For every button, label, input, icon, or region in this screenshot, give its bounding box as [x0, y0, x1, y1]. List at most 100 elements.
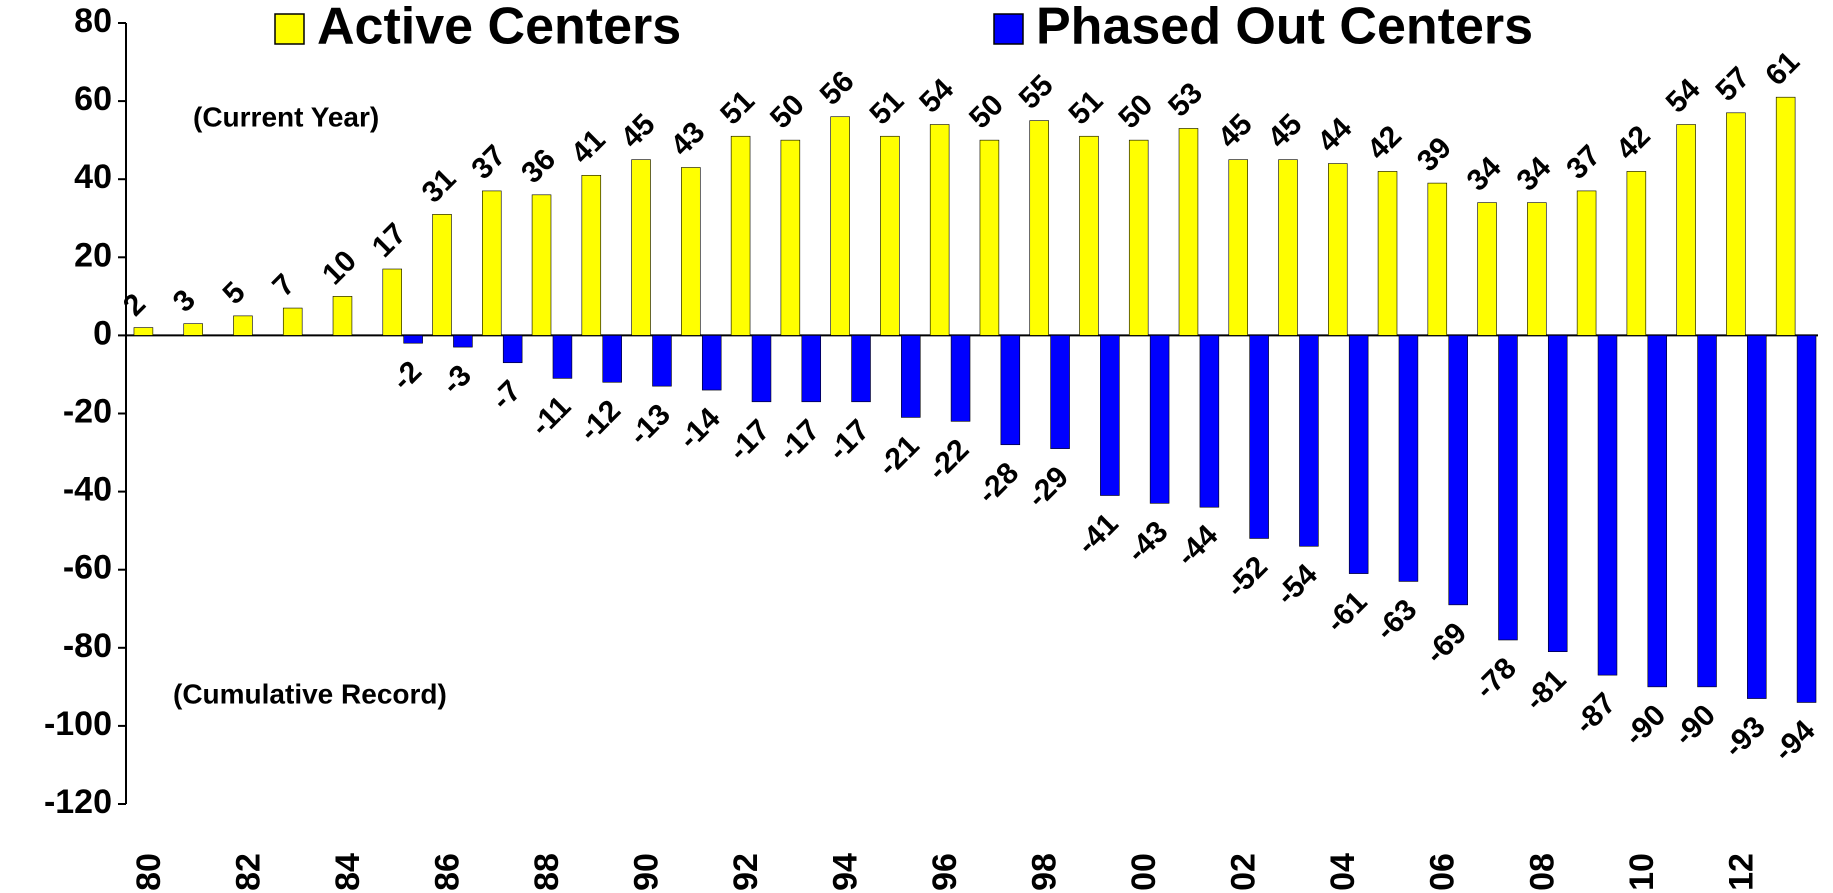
value-label: -93: [1718, 710, 1772, 764]
value-label: 41: [565, 123, 612, 170]
bar: [751, 335, 772, 403]
bar: [929, 124, 950, 336]
y-tick-label: 20: [74, 236, 112, 274]
bar: [403, 335, 423, 344]
value-label: -44: [1170, 519, 1224, 573]
bar: [652, 335, 672, 387]
value-label: 7: [266, 268, 301, 303]
bar: [1796, 335, 1817, 703]
value-label: 10: [316, 244, 363, 291]
value-label: -22: [922, 433, 976, 487]
x-tick-label: 10: [1623, 853, 1661, 891]
value-label: 42: [1610, 119, 1657, 166]
bar: [1128, 139, 1149, 336]
annotation: (Current Year): [193, 101, 379, 132]
bar: [1775, 96, 1796, 336]
legend-swatch: [993, 13, 1024, 45]
bar: [1000, 335, 1021, 446]
bar: [531, 194, 552, 336]
bar: [1278, 159, 1298, 336]
value-label: 51: [714, 84, 761, 131]
value-label: -21: [872, 429, 926, 483]
bar: [1547, 335, 1568, 653]
value-label: -7: [485, 374, 527, 416]
value-label: 54: [913, 72, 960, 119]
value-label: -17: [722, 413, 776, 467]
bar: [1199, 335, 1220, 508]
bar: [602, 335, 622, 383]
bar: [1477, 202, 1497, 336]
x-tick-label: 08: [1523, 853, 1561, 891]
value-label: 50: [963, 88, 1010, 135]
y-tick-label: 80: [74, 2, 112, 40]
bar: [830, 116, 850, 336]
x-tick-label: 80: [130, 853, 168, 891]
bar: [1427, 182, 1448, 336]
bar: [950, 335, 971, 422]
value-label: 5: [217, 276, 252, 311]
bar: [1527, 202, 1547, 336]
bar: [1348, 335, 1369, 574]
value-label: 50: [1112, 88, 1159, 135]
value-label: -52: [1220, 550, 1274, 604]
legend-label: Active Centers: [317, 0, 681, 56]
bar: [1697, 335, 1717, 688]
bar: [1626, 171, 1647, 336]
value-label: 51: [1063, 84, 1110, 131]
legend-swatch: [274, 13, 305, 45]
bar: [282, 307, 303, 336]
value-label: 45: [1212, 108, 1259, 155]
value-label: -28: [971, 456, 1025, 510]
y-tick-label: -40: [63, 471, 112, 509]
value-label: 37: [1560, 139, 1607, 186]
value-label: 37: [465, 139, 512, 186]
bar: [1726, 112, 1746, 336]
x-tick-label: 86: [428, 853, 466, 891]
bar: [701, 335, 722, 391]
value-label: -2: [386, 355, 428, 397]
value-label: 17: [366, 217, 413, 264]
bar: [801, 335, 822, 403]
value-label: 43: [664, 116, 711, 163]
bar: [1676, 124, 1696, 336]
x-tick-label: 96: [926, 853, 964, 891]
value-label: 45: [1262, 108, 1309, 155]
y-tick-label: -120: [44, 783, 112, 821]
value-label: -17: [772, 413, 826, 467]
value-label: 53: [1162, 76, 1209, 123]
bar: [1377, 171, 1398, 336]
bar: [1448, 335, 1468, 606]
y-tick-label: -80: [63, 627, 112, 665]
value-label: 3: [167, 284, 202, 319]
bar: [183, 323, 203, 336]
value-label: 2: [117, 287, 152, 322]
value-label: -94: [1768, 714, 1822, 768]
x-tick-label: 94: [827, 853, 865, 891]
bar: [1576, 190, 1597, 336]
x-tick-label: 98: [1026, 853, 1064, 891]
value-label: 55: [1013, 69, 1060, 116]
bar: [880, 135, 900, 336]
bar: [1029, 120, 1049, 336]
x-tick-label: 88: [528, 853, 566, 891]
value-label: 50: [764, 88, 811, 135]
bar: [332, 296, 353, 336]
y-tick-label: 40: [74, 158, 112, 196]
x-tick-label: 92: [727, 853, 765, 891]
value-label: 61: [1759, 45, 1806, 92]
bar: [851, 335, 871, 403]
value-label: 34: [1461, 150, 1508, 197]
bar: [1498, 335, 1518, 641]
value-label: -61: [1320, 585, 1374, 639]
bar: [1398, 335, 1419, 582]
value-label: -17: [822, 413, 876, 467]
value-label: 51: [864, 84, 911, 131]
bar: [1149, 335, 1170, 504]
y-tick-label: -100: [44, 705, 112, 743]
value-label: -69: [1419, 616, 1473, 670]
value-label: 56: [814, 65, 861, 112]
bar: [979, 139, 1000, 336]
value-label: -90: [1618, 698, 1672, 752]
